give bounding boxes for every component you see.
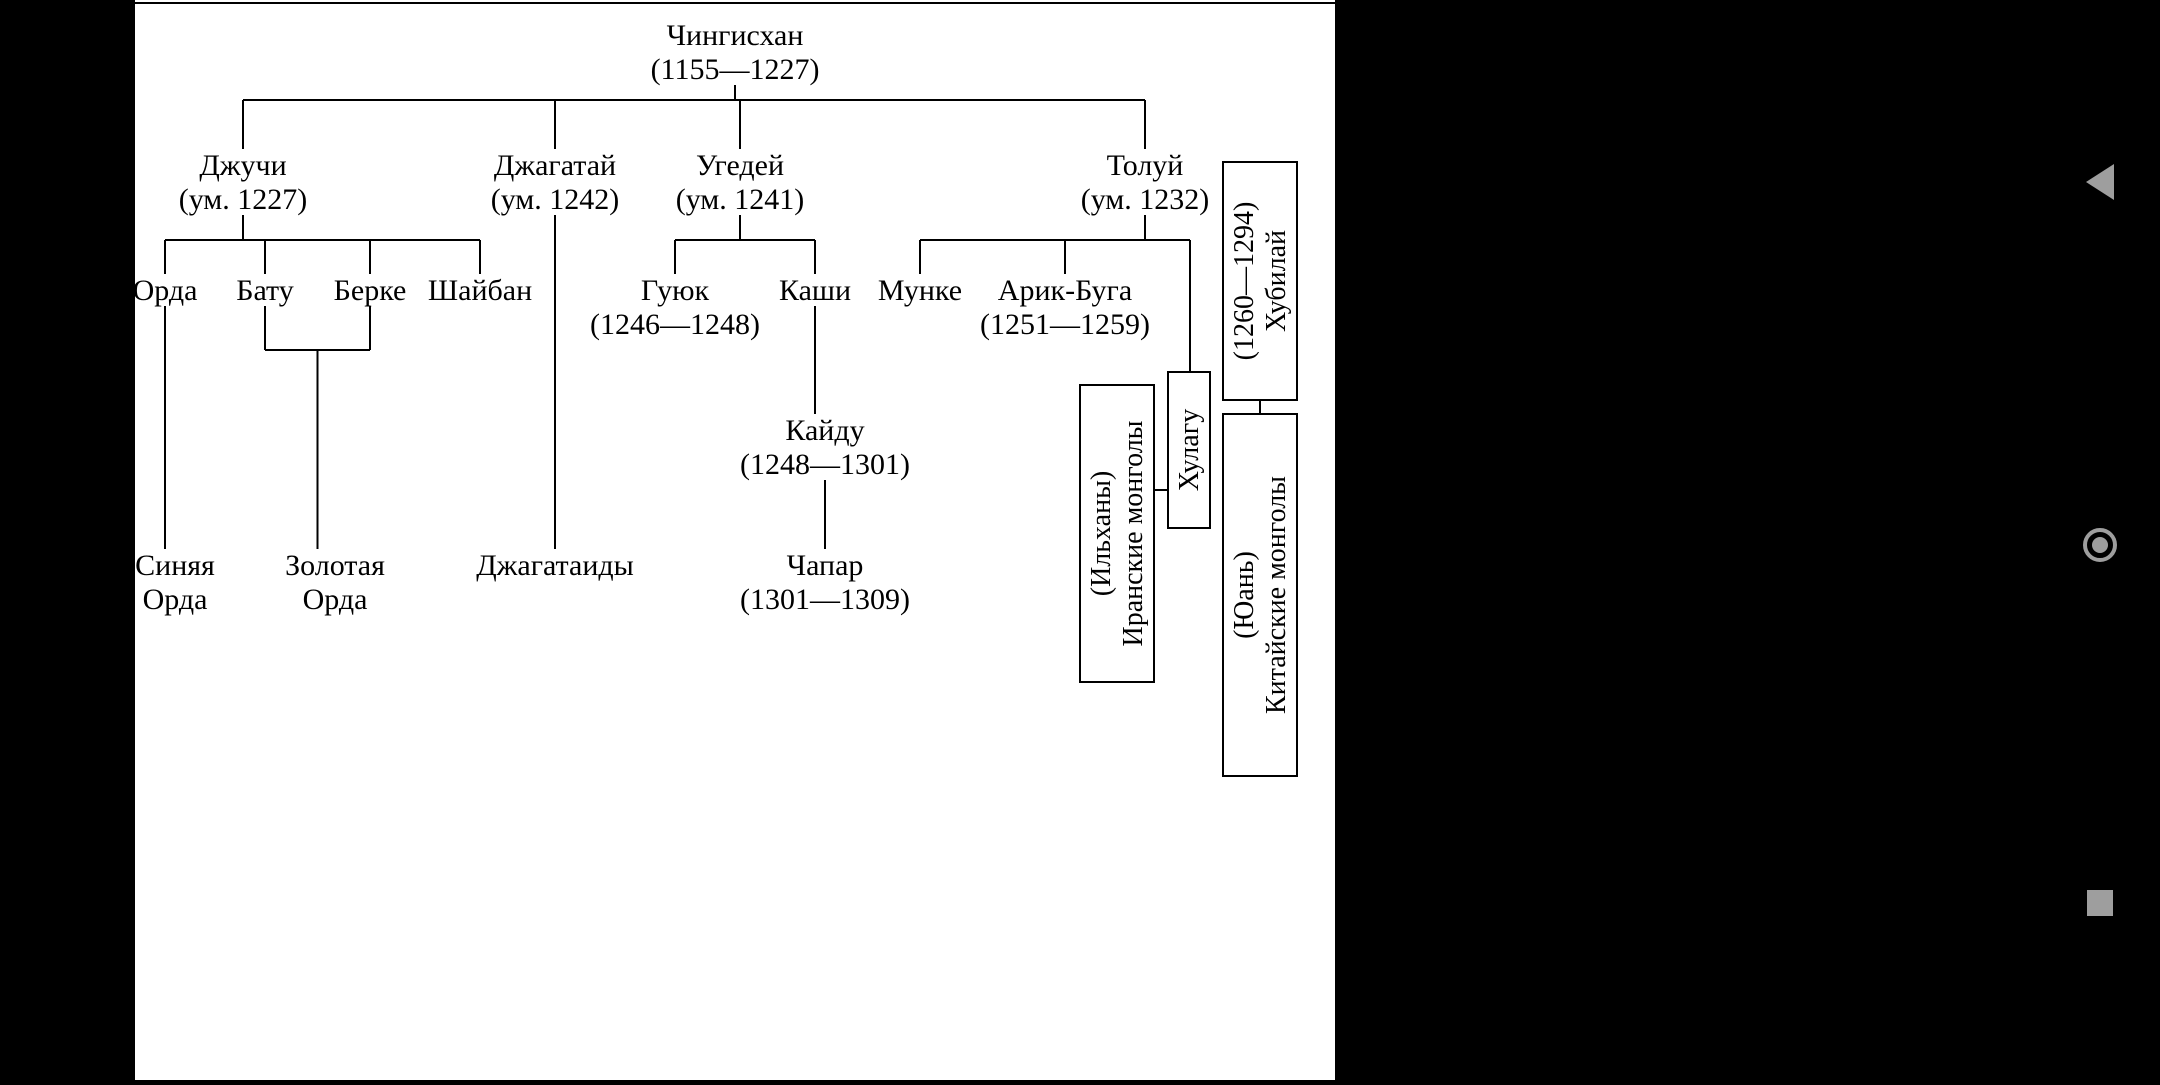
node-munke: Мунке bbox=[878, 274, 962, 307]
node-kaidu-sub: (1248—1301) bbox=[740, 448, 910, 481]
node-zolotaya-sub: Орда bbox=[303, 583, 368, 616]
node-sinyaya: Синяя bbox=[135, 549, 215, 582]
box-iran-label: Иранские монголы bbox=[1118, 420, 1149, 646]
node-tolui: Толуй bbox=[1107, 149, 1184, 182]
box-khubilai-sub: (1260—1294) bbox=[1229, 202, 1260, 361]
node-dzhagatai: Джагатай bbox=[494, 149, 616, 182]
node-zolotaya: Золотая bbox=[285, 549, 385, 582]
node-guyuk: Гуюк bbox=[641, 274, 710, 307]
node-ugedei: Угедей bbox=[696, 149, 784, 182]
node-chapar-sub: (1301—1309) bbox=[740, 583, 910, 616]
android-nav-bar bbox=[2070, 0, 2130, 1080]
node-berke: Берке bbox=[334, 274, 407, 307]
node-arikbuga: Арик-Буга bbox=[998, 274, 1132, 307]
box-khubilai-label: Хубилай bbox=[1261, 230, 1292, 332]
node-dzhagataids: Джагатаиды bbox=[476, 549, 634, 582]
node-chapar: Чапар bbox=[787, 549, 864, 582]
box-iran-sub: (Ильханы) bbox=[1086, 471, 1117, 596]
node-batu: Бату bbox=[236, 274, 293, 307]
node-dzhagatai-sub: (ум. 1242) bbox=[491, 183, 620, 216]
node-kaidu: Кайду bbox=[785, 414, 864, 447]
nav-recent-icon[interactable] bbox=[2087, 890, 2113, 916]
node-kashi: Каши bbox=[779, 274, 851, 307]
family-tree-diagram: Чингисхан(1155—1227) Джучи(ум. 1227) Джага… bbox=[135, 0, 1335, 1080]
node-orda: Орда bbox=[135, 274, 197, 307]
node-arikbuga-sub: (1251—1259) bbox=[980, 308, 1150, 341]
node-guyuk-sub: (1246—1248) bbox=[590, 308, 760, 341]
box-china-sub: (Юань) bbox=[1229, 551, 1260, 639]
node-dzhuchi-sub: (ум. 1227) bbox=[179, 183, 308, 216]
node-tolui-sub: (ум. 1232) bbox=[1081, 183, 1210, 216]
box-china-label: Китайские монголы bbox=[1261, 476, 1292, 714]
box-khulagu-label: Хулагу bbox=[1174, 409, 1205, 491]
node-shaiban: Шайбан bbox=[428, 274, 532, 307]
node-sinyaya-sub: Орда bbox=[143, 583, 208, 616]
page: Чингисхан(1155—1227) Джучи(ум. 1227) Джага… bbox=[135, 0, 1335, 1080]
node-root: Чингисхан bbox=[667, 19, 804, 52]
node-dzhuchi: Джучи bbox=[199, 149, 286, 182]
node-ugedei-sub: (ум. 1241) bbox=[676, 183, 805, 216]
node-root-sub: (1155—1227) bbox=[651, 53, 820, 86]
nav-back-icon[interactable] bbox=[2086, 164, 2114, 200]
nav-home-icon[interactable] bbox=[2083, 528, 2117, 562]
